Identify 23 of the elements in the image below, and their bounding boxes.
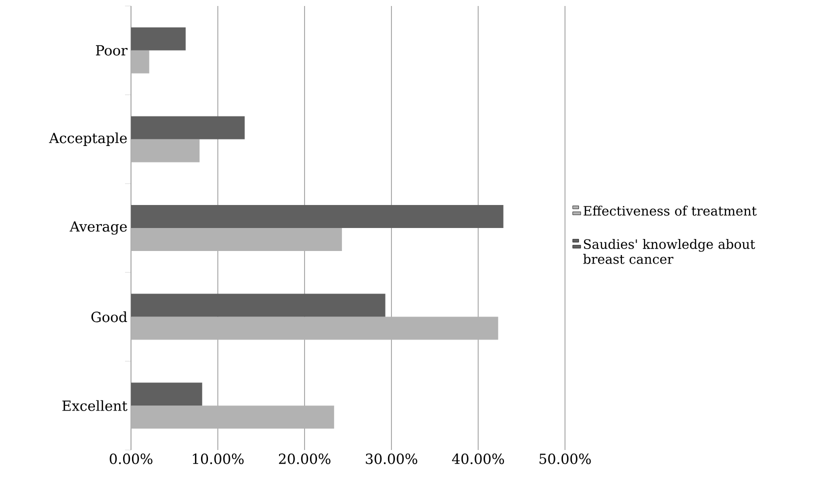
legend-label: Saudies' knowledge about breast cancer <box>583 238 756 264</box>
y-tick-label: Good <box>91 311 128 322</box>
x-tick-label: 20.00% <box>278 454 330 464</box>
bar <box>131 406 334 429</box>
bar <box>131 27 186 50</box>
bar <box>131 294 386 317</box>
bar <box>131 205 504 228</box>
x-tick-label: 50.00% <box>540 454 591 464</box>
x-tick-label: 40.00% <box>452 454 504 464</box>
bar <box>131 50 150 74</box>
bar <box>131 228 342 252</box>
bar <box>131 382 202 406</box>
x-tick-label: 30.00% <box>366 454 418 464</box>
y-tick-label: Average <box>70 221 127 235</box>
bar <box>131 116 245 140</box>
y-tick-label: Acceptaple <box>48 132 127 146</box>
x-tick-label: 0.00% <box>110 454 152 464</box>
y-tick-label: Poor <box>96 45 128 56</box>
y-tick-label: Excellent <box>62 400 128 412</box>
bar <box>131 139 200 162</box>
x-tick-label: 10.00% <box>192 454 244 464</box>
legend-label: Effectiveness of treatment <box>584 206 757 216</box>
bar <box>131 316 498 340</box>
